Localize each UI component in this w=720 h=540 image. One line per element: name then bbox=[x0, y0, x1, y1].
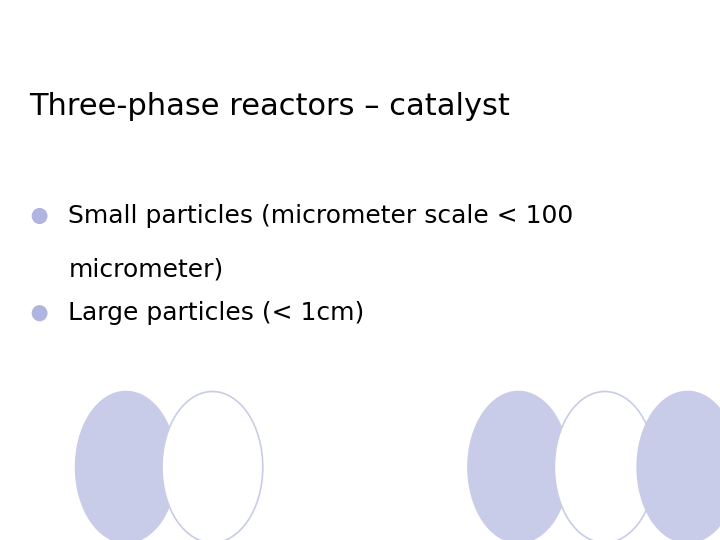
Ellipse shape bbox=[162, 392, 263, 540]
Text: Three-phase reactors – catalyst: Three-phase reactors – catalyst bbox=[29, 92, 510, 121]
Text: micrometer): micrometer) bbox=[68, 258, 224, 282]
Ellipse shape bbox=[637, 392, 720, 540]
Text: Large particles (< 1cm): Large particles (< 1cm) bbox=[68, 301, 364, 325]
Ellipse shape bbox=[554, 392, 655, 540]
Ellipse shape bbox=[468, 392, 569, 540]
Ellipse shape bbox=[32, 305, 48, 321]
Text: Small particles (micrometer scale < 100: Small particles (micrometer scale < 100 bbox=[68, 204, 574, 228]
Ellipse shape bbox=[32, 208, 48, 224]
Ellipse shape bbox=[76, 392, 176, 540]
